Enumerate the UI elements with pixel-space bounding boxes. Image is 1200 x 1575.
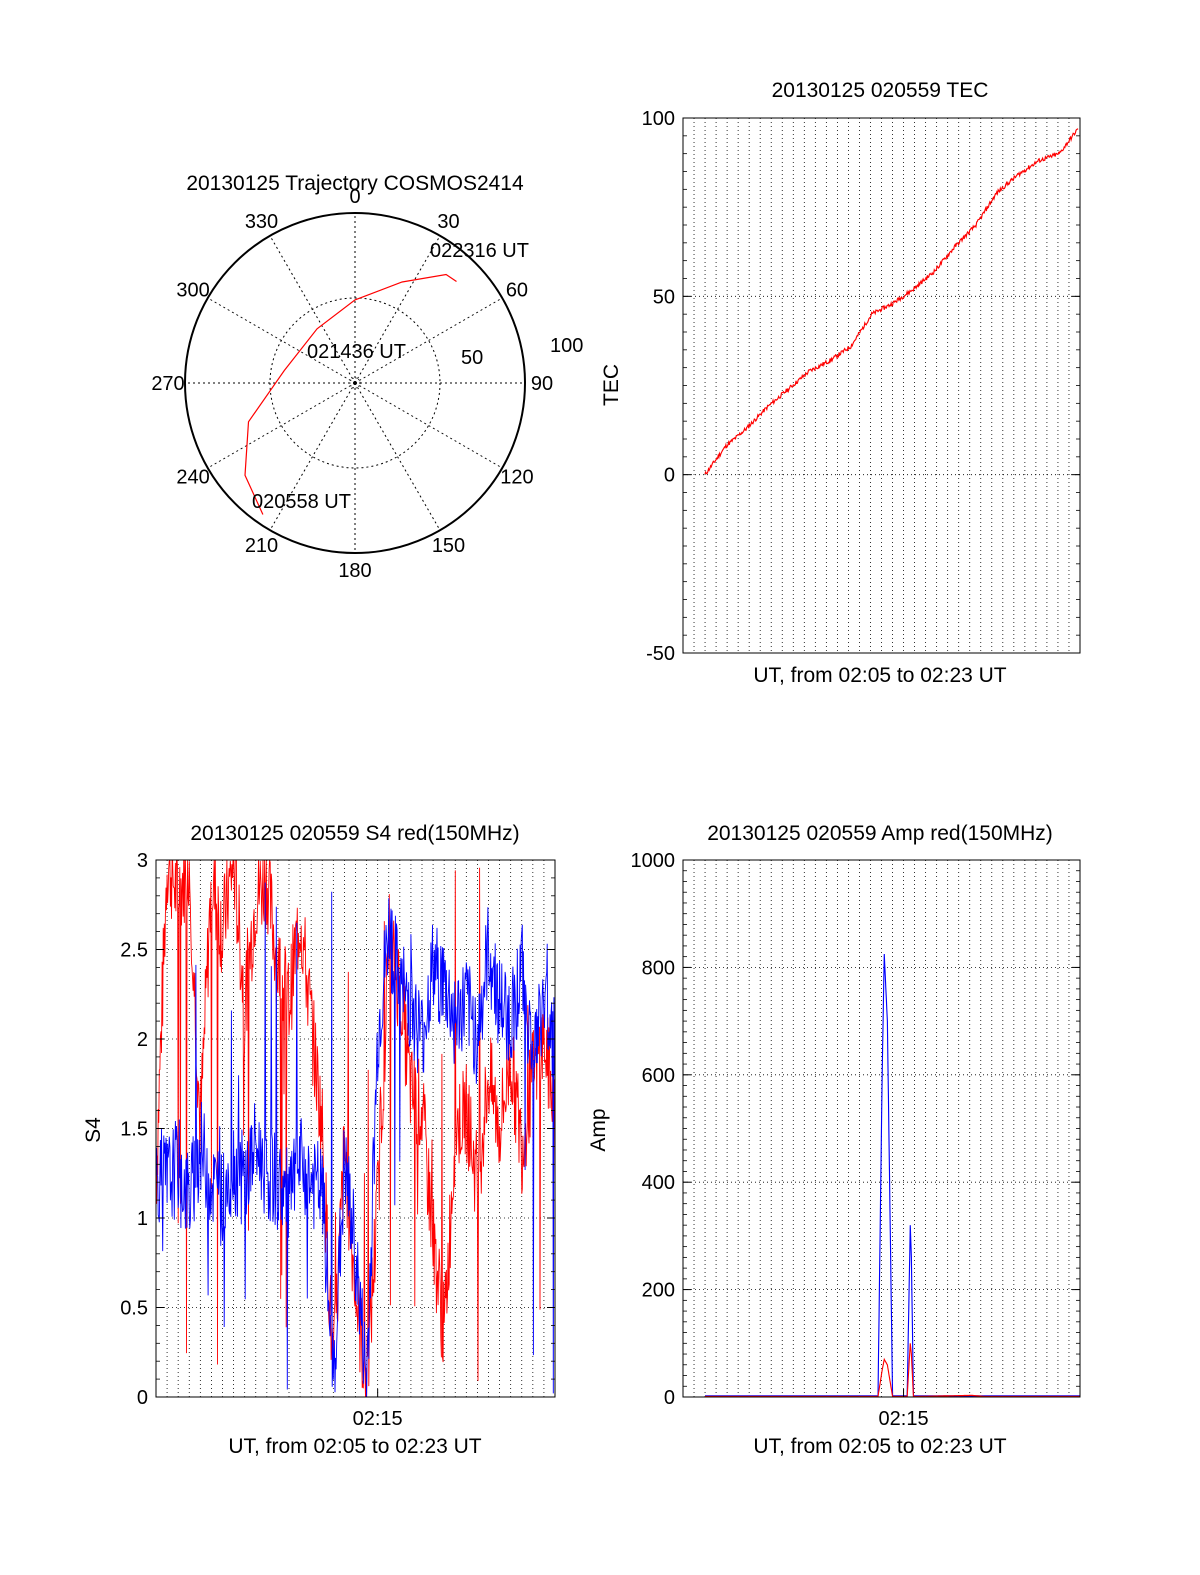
y-tick-label: -50 [646,643,675,665]
series-line [704,128,1079,475]
y-tick-label: 3 [137,850,148,872]
x-tick-label: 02:15 [353,1408,403,1430]
amp-x-ticks: 02:15 [879,1389,929,1430]
polar-angle-label: 210 [245,535,278,557]
polar-spoke [354,297,503,384]
polar-spoke [269,382,356,531]
s4-y-ticks: 3 2.5 2 1.5 1 0.5 0 [120,850,555,1409]
polar-angle-label: 270 [151,373,184,395]
s4-y-label: S4 [82,1117,105,1143]
y-tick-label: 0 [664,465,675,487]
y-tick-label: 200 [642,1280,675,1302]
polar-angle-label: 150 [432,535,465,557]
amp-chart: 20130125 020559 Amp red(150MHz) 1000 800 6… [587,822,1081,1458]
polar-annotation-end: 022316 UT [430,240,529,262]
polar-spoke [354,382,503,469]
tec-y-ticks: 100 50 0 -50 [642,108,1080,665]
s4-x-label: UT, from 02:05 to 02:23 UT [228,1435,481,1458]
polar-trajectory-line [244,273,457,515]
y-tick-label: 50 [653,286,675,308]
polar-outer-ring [184,212,526,554]
amp-y-ticks: 1000 800 600 400 200 0 [631,850,1080,1409]
polar-angle-label: 30 [437,211,459,233]
polar-radius-label-50: 50 [461,347,483,369]
y-tick-label: 1000 [631,850,676,872]
polar-angle-labels: 0 30 60 90 120 150 180 210 240 270 300 330 [151,186,553,582]
y-tick-label: 400 [642,1172,675,1194]
s4-series [155,859,556,1398]
polar-angle-label: 300 [176,280,209,302]
tec-grid [683,118,1080,653]
y-tick-label: 100 [642,108,675,130]
y-tick-label: 0 [137,1387,148,1409]
polar-title: 20130125 Trajectory COSMOS2414 [186,172,524,195]
polar-annotation-start: 020558 UT [252,491,351,513]
polar-spoke [354,235,441,384]
y-tick-label: 600 [642,1065,675,1087]
y-tick-label: 0 [664,1387,675,1409]
polar-angle-label: 240 [176,467,209,489]
polar-spoke [207,382,356,469]
polar-annotation-middle: 021436 UT [307,341,406,363]
polar-angle-label: 0 [349,186,360,208]
polar-angle-label: 90 [531,373,553,395]
amp-title: 20130125 020559 Amp red(150MHz) [707,822,1053,845]
tec-chart: 20130125 020559 TEC 100 50 0 -50 UT, from 0… [600,79,1081,687]
polar-angle-label: 60 [506,280,528,302]
series-line [155,882,556,1398]
polar-spokes [185,213,525,553]
polar-spoke [207,297,356,384]
polar-trajectory-chart: 20130125 Trajectory COSMOS2414 0 30 60 90 12… [151,172,583,582]
y-tick-label: 1 [137,1208,148,1230]
y-tick-label: 2 [137,1029,148,1051]
y-tick-label: 1.5 [120,1119,148,1141]
s4-chart: 20130125 020559 S4 red(150MHz) 3 2.5 2 1.5 1… [82,822,556,1458]
polar-radius-label-100: 100 [550,335,583,357]
y-tick-label: 0.5 [120,1298,148,1320]
polar-spoke [354,382,441,531]
tec-x-label: UT, from 02:05 to 02:23 UT [753,664,1006,687]
amp-x-label: UT, from 02:05 to 02:23 UT [753,1435,1006,1458]
s4-title: 20130125 020559 S4 red(150MHz) [190,822,519,845]
amp-y-label: Amp [587,1108,610,1151]
polar-angle-label: 330 [245,211,278,233]
x-tick-label: 02:15 [879,1408,929,1430]
tec-y-label: TEC [600,364,623,406]
y-tick-label: 800 [642,957,675,979]
polar-spoke [269,235,356,384]
tec-series [704,128,1079,475]
y-tick-label: 2.5 [120,940,148,962]
polar-angle-label: 180 [338,560,371,582]
tec-title: 20130125 020559 TEC [772,79,989,102]
polar-angle-label: 120 [500,467,533,489]
s4-x-ticks: 02:15 [353,1389,403,1430]
